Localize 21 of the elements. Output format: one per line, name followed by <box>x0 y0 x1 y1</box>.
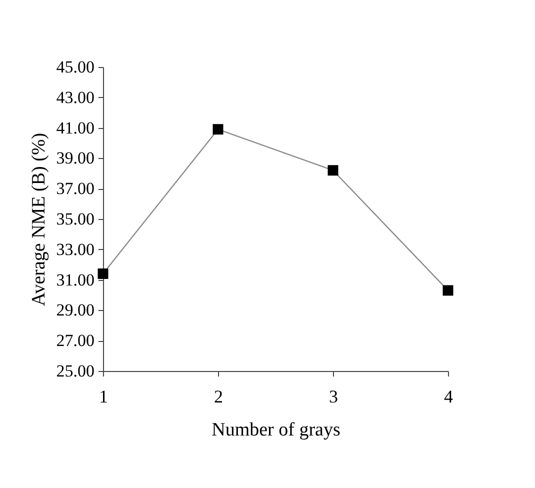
y-tick-label: 39.00 <box>56 148 94 168</box>
point <box>98 268 108 279</box>
y-tick-label: 27.00 <box>56 331 94 350</box>
y-tick-label: 37.00 <box>56 179 94 198</box>
x-tick-label: 3 <box>329 386 338 406</box>
y-tick-label: 35.00 <box>56 210 94 228</box>
y-tick-label: 25.00 <box>56 362 94 380</box>
point <box>442 285 454 296</box>
y-tick-label: 33.00 <box>56 240 94 259</box>
x-tick-label: 4 <box>444 386 453 406</box>
x-tick-label: 1 <box>99 386 108 406</box>
point <box>212 124 224 135</box>
y-tick-label: 45.00 <box>56 58 94 76</box>
x-tick-label: 2 <box>214 386 223 406</box>
y-tick-label: 41.00 <box>56 118 94 138</box>
y-tick-label: 31.00 <box>56 270 94 290</box>
y-tick-label: 29.00 <box>56 300 94 320</box>
x-axis-title: Number of grays <box>212 420 340 440</box>
y-axis-title: Average NME (B) (%) <box>28 132 50 306</box>
point <box>328 165 338 176</box>
y-tick-label: 43.00 <box>56 88 94 107</box>
